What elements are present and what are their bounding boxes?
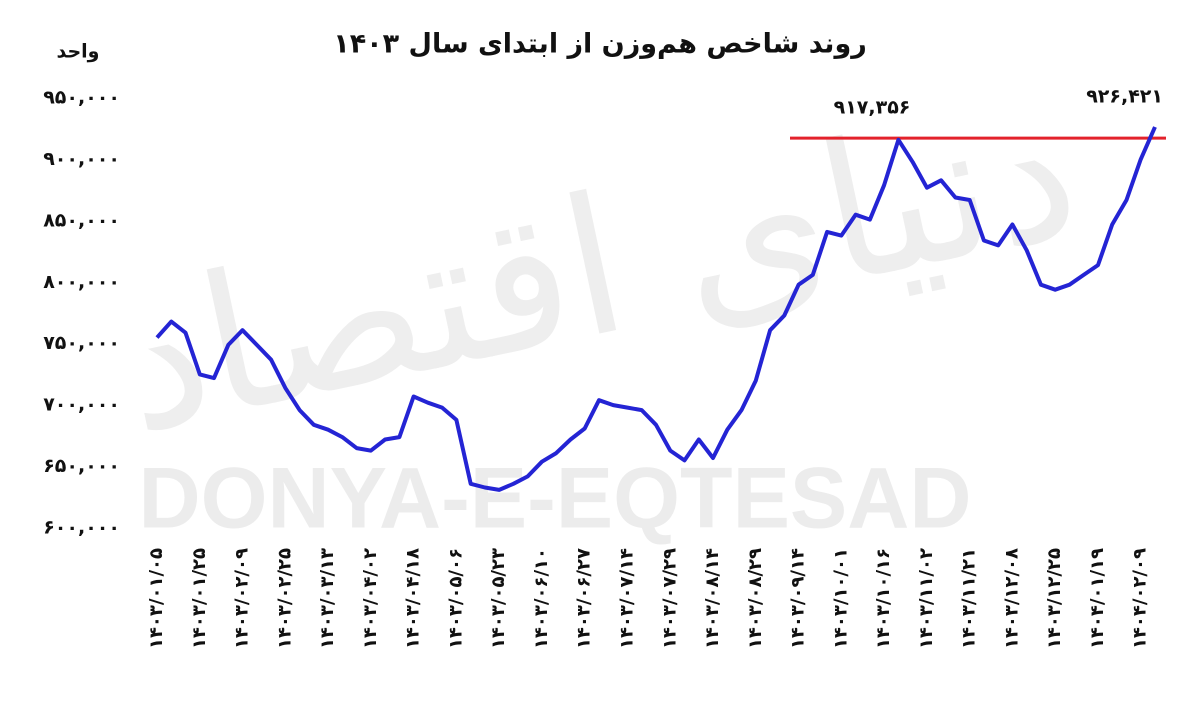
x-tick-label: ۱۴۰۳/۰۴/۱۸ xyxy=(403,548,424,649)
x-tick-label: ۱۴۰۳/۱۰/۱۶ xyxy=(873,548,894,649)
x-tick-label: ۱۴۰۳/۰۵/۲۳ xyxy=(488,548,509,649)
y-tick-label: ۶۰۰,۰۰۰ xyxy=(43,517,120,539)
y-tick-label: ۹۰۰,۰۰۰ xyxy=(43,148,120,170)
y-tick-label: ۹۵۰,۰۰۰ xyxy=(43,87,120,109)
x-tick-label: ۱۴۰۳/۰۵/۰۶ xyxy=(445,548,466,649)
watermark-fa: دنیای اقتصاد xyxy=(100,58,1095,476)
watermark: DONYA-E-EQTESAD xyxy=(138,451,971,547)
x-tick-label: ۱۴۰۳/۰۱/۰۵ xyxy=(146,548,167,649)
line xyxy=(155,126,1157,492)
x-tick-label: ۱۴۰۴/۰۱/۱۹ xyxy=(1087,548,1108,649)
y-tick-label: ۷۵۰,۰۰۰ xyxy=(43,332,120,354)
x-tick-label: ۱۴۰۳/۰۸/۲۹ xyxy=(745,548,766,649)
x-tick-label: ۱۴۰۳/۰۶/۱۰ xyxy=(531,548,552,649)
x-tick-label: ۱۴۰۳/۰۴/۰۲ xyxy=(360,548,381,649)
x-tick-label: ۱۴۰۳/۰۱/۲۵ xyxy=(189,548,210,649)
data-label: ۹۲۶,۴۲۱ xyxy=(1086,85,1163,107)
x-tick-label: ۱۴۰۳/۰۲/۲۵ xyxy=(274,548,295,649)
x-tick-label: ۱۴۰۳/۱۰/۰۱ xyxy=(830,548,851,649)
chart-title: روند شاخص هم‌وزن از ابتدای سال ۱۴۰۳ xyxy=(333,29,867,60)
x-tick-label: ۱۴۰۳/۰۷/۲۹ xyxy=(659,548,680,649)
x-tick-label: ۱۴۰۳/۱۱/۰۲ xyxy=(916,548,937,649)
x-tick-label: ۱۴۰۳/۰۷/۱۴ xyxy=(616,548,637,649)
y-tick-label: ۷۰۰,۰۰۰ xyxy=(43,394,120,416)
y-tick-label: ۶۵۰,۰۰۰ xyxy=(43,455,120,477)
y-tick-label: ۸۵۰,۰۰۰ xyxy=(43,209,120,231)
y-tick-label: ۸۰۰,۰۰۰ xyxy=(43,271,120,293)
reference-label: ۹۱۷,۳۵۶ xyxy=(834,97,911,119)
x-tick-label: ۱۴۰۳/۱۲/۰۸ xyxy=(1001,548,1022,649)
y-axis-label: واحد xyxy=(57,41,100,63)
x-tick-label: ۱۴۰۳/۰۸/۱۴ xyxy=(702,548,723,649)
x-tick-label: ۱۴۰۳/۰۲/۰۹ xyxy=(232,548,253,649)
x-tick-label: ۱۴۰۳/۰۳/۱۳ xyxy=(317,548,338,649)
x-tick-label: ۱۴۰۳/۰۶/۲۷ xyxy=(574,548,595,649)
x-tick-label: ۱۴۰۴/۰۲/۰۹ xyxy=(1130,548,1151,649)
x-tick-label: ۱۴۰۳/۱۲/۲۵ xyxy=(1044,548,1065,649)
x-tick-label: ۱۴۰۳/۰۹/۱۴ xyxy=(788,548,809,649)
x-tick-label: ۱۴۰۳/۱۱/۲۱ xyxy=(959,548,980,649)
